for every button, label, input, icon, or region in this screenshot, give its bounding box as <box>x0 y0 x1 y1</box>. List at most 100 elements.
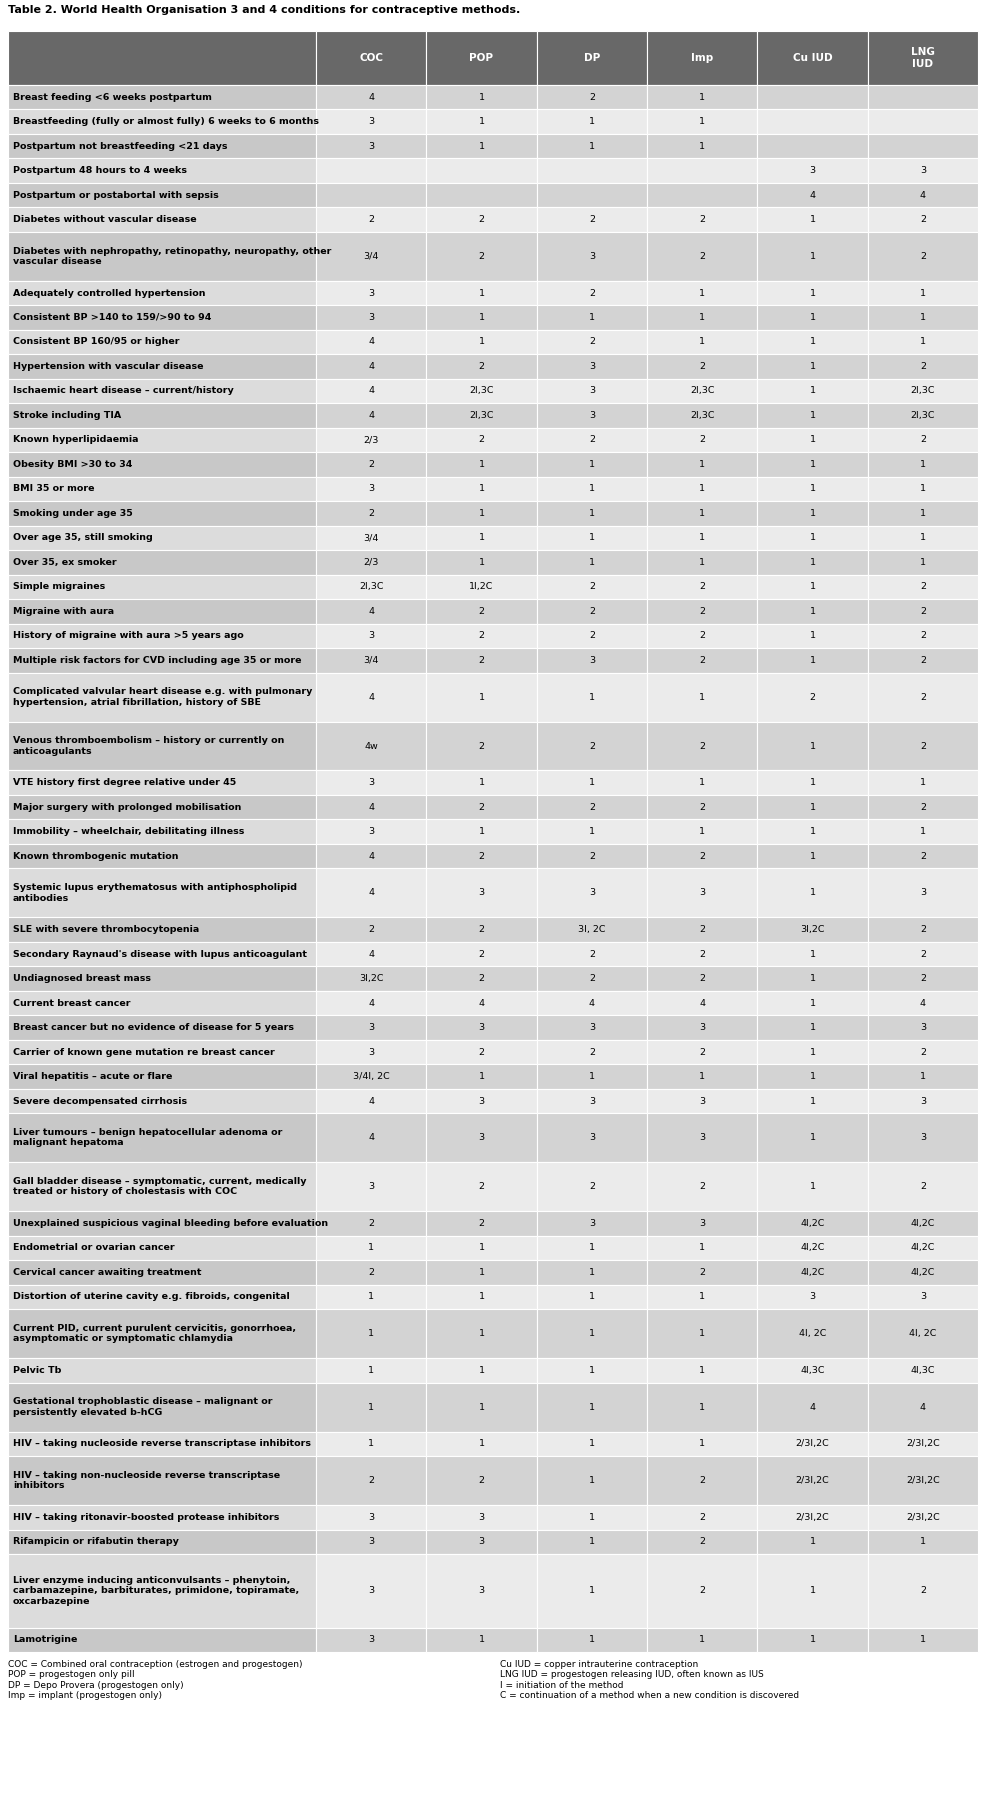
Text: 2: 2 <box>368 509 374 518</box>
Bar <box>868 133 978 158</box>
Text: 1: 1 <box>920 460 926 469</box>
Bar <box>757 1285 868 1310</box>
Bar <box>868 379 978 403</box>
Text: 2I,3C: 2I,3C <box>469 386 494 395</box>
Bar <box>8 1432 316 1456</box>
Bar <box>647 771 757 794</box>
Text: 1: 1 <box>589 313 595 322</box>
Bar <box>647 305 757 329</box>
Bar <box>536 1114 647 1163</box>
Text: 4: 4 <box>920 190 926 199</box>
Bar <box>647 990 757 1015</box>
Text: 2: 2 <box>368 1218 374 1227</box>
Bar <box>647 329 757 354</box>
Bar <box>536 501 647 527</box>
Text: 3: 3 <box>368 142 375 151</box>
Text: 1: 1 <box>699 1244 705 1253</box>
Bar <box>536 1040 647 1064</box>
Bar <box>8 942 316 967</box>
Text: 1: 1 <box>589 1403 595 1412</box>
Bar <box>868 1628 978 1651</box>
Text: 2: 2 <box>478 435 484 444</box>
Bar <box>8 329 316 354</box>
Text: 2: 2 <box>589 435 595 444</box>
Bar <box>8 1089 316 1114</box>
Text: Over age 35, still smoking: Over age 35, still smoking <box>13 534 153 543</box>
Text: Table 2. World Health Organisation 3 and 4 conditions for contraceptive methods.: Table 2. World Health Organisation 3 and… <box>8 5 521 14</box>
Text: 3: 3 <box>810 1292 815 1301</box>
Bar <box>8 1015 316 1040</box>
Text: 1: 1 <box>699 1439 705 1448</box>
Bar <box>868 1015 978 1040</box>
Bar <box>868 1310 978 1359</box>
Bar <box>647 133 757 158</box>
Bar <box>316 771 426 794</box>
Text: 1: 1 <box>920 509 926 518</box>
Text: 2: 2 <box>589 607 595 616</box>
Text: 1: 1 <box>699 509 705 518</box>
Text: 2I,3C: 2I,3C <box>690 412 715 420</box>
Text: 2: 2 <box>589 216 595 225</box>
Bar <box>647 672 757 722</box>
Text: 2: 2 <box>589 631 595 640</box>
Text: 2: 2 <box>920 631 926 640</box>
Text: 1: 1 <box>810 485 815 494</box>
Bar <box>426 158 536 183</box>
Bar <box>868 942 978 967</box>
Bar <box>647 649 757 672</box>
Bar <box>8 1064 316 1089</box>
Text: 1: 1 <box>589 142 595 151</box>
Bar <box>757 403 868 428</box>
Text: Obesity BMI >30 to 34: Obesity BMI >30 to 34 <box>13 460 132 469</box>
Text: 1: 1 <box>810 361 815 370</box>
Text: 2: 2 <box>589 852 595 861</box>
Bar <box>757 1163 868 1211</box>
Text: 2: 2 <box>478 1475 484 1484</box>
Bar <box>868 1064 978 1089</box>
Text: 4: 4 <box>589 999 595 1008</box>
Bar <box>536 428 647 453</box>
Bar <box>426 329 536 354</box>
Text: 1: 1 <box>810 1635 815 1644</box>
Bar <box>647 280 757 305</box>
Bar <box>316 329 426 354</box>
Text: 3/4I, 2C: 3/4I, 2C <box>353 1073 389 1082</box>
Bar <box>647 1359 757 1382</box>
Text: 1: 1 <box>478 1330 484 1339</box>
Bar <box>426 1015 536 1040</box>
Text: 4: 4 <box>368 692 374 701</box>
Bar <box>536 1382 647 1432</box>
Bar <box>316 1554 426 1628</box>
Text: 1: 1 <box>699 460 705 469</box>
Bar <box>316 1506 426 1529</box>
Text: 2/3I,2C: 2/3I,2C <box>906 1475 940 1484</box>
Text: Known thrombogenic mutation: Known thrombogenic mutation <box>13 852 178 861</box>
Text: 1: 1 <box>920 313 926 322</box>
Text: 3: 3 <box>699 1022 705 1031</box>
Bar <box>8 819 316 845</box>
Text: 1: 1 <box>478 289 484 298</box>
Bar <box>316 672 426 722</box>
Bar <box>8 527 316 550</box>
Bar <box>426 453 536 476</box>
Text: 2: 2 <box>699 361 705 370</box>
Text: 2: 2 <box>699 925 705 934</box>
Bar <box>536 1310 647 1359</box>
Bar <box>8 183 316 207</box>
Text: 3: 3 <box>699 1218 705 1227</box>
Bar <box>536 1432 647 1456</box>
Text: 4: 4 <box>368 412 374 420</box>
Bar <box>316 428 426 453</box>
Text: 1: 1 <box>699 557 705 566</box>
Text: 2: 2 <box>478 803 484 812</box>
Text: 2/3: 2/3 <box>364 435 379 444</box>
Bar <box>757 1359 868 1382</box>
Text: 1: 1 <box>589 1269 595 1278</box>
Bar <box>316 354 426 379</box>
Text: 1: 1 <box>589 1439 595 1448</box>
Text: 2: 2 <box>589 289 595 298</box>
Bar <box>426 1114 536 1163</box>
Bar <box>316 1285 426 1310</box>
Bar <box>426 918 536 942</box>
Text: 1: 1 <box>699 827 705 836</box>
